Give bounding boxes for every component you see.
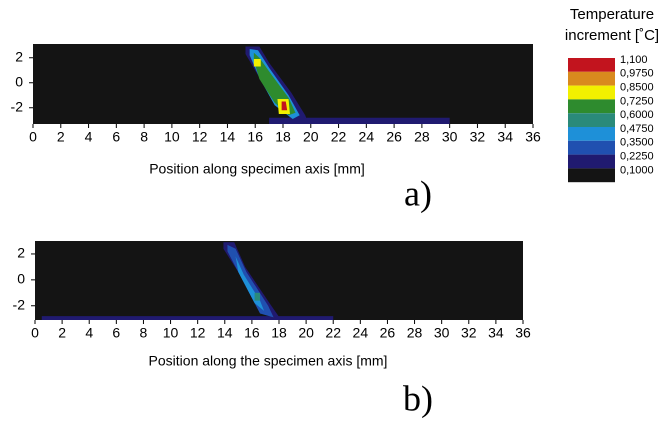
legend-swatch [568,140,615,155]
x-tick-label: 32 [461,325,477,341]
x-tick-label: 22 [331,129,347,145]
x-tick-label: 16 [247,129,263,145]
legend-swatch [568,168,615,183]
x-tick-label: 12 [192,129,208,145]
x-tick-label: 26 [386,129,402,145]
x-tick-label: 36 [515,325,531,341]
panel-label: b) [403,378,433,418]
legend-label: 0,4750 [620,123,654,135]
legend-title: Temperature [570,6,654,23]
x-tick-label: 30 [434,325,450,341]
legend-label: 1,100 [620,54,648,66]
x-tick-label: 10 [163,325,179,341]
legend-label: 0,3500 [620,137,654,149]
x-tick-label: 0 [31,325,39,341]
legend-swatch [568,99,615,114]
legend-swatch [568,58,615,72]
contour-region [253,59,261,67]
x-tick-label: 18 [271,325,287,341]
contour-region [254,292,261,301]
x-tick-label: 6 [112,325,120,341]
legend-label: 0,8500 [620,82,654,94]
contour-region [41,316,334,320]
x-tick-label: 30 [442,129,458,145]
x-tick-label: 22 [325,325,341,341]
y-tick-label: -2 [11,98,24,114]
x-tick-label: 10 [164,129,180,145]
x-tick-label: 34 [488,325,504,341]
legend-label: 0,2250 [620,151,654,163]
y-tick-label: 0 [15,73,23,89]
plot-background [35,241,523,320]
y-tick-label: 2 [17,245,25,261]
legend-label: 0,7250 [620,95,654,107]
panel-label: a) [404,173,432,213]
legend-swatch [568,127,615,141]
x-tick-label: 6 [112,129,120,145]
x-tick-label: 0 [29,129,37,145]
x-tick-label: 28 [414,129,430,145]
x-axis-label: Position along the specimen axis [mm] [149,353,388,369]
x-tick-label: 4 [85,325,93,341]
legend-swatch [568,113,615,127]
legend-title: increment [˚C] [565,27,659,44]
legend-swatch [568,71,615,86]
x-tick-label: 12 [190,325,206,341]
contour-region [281,101,288,111]
x-tick-label: 2 [58,325,66,341]
x-axis-label: Position along specimen axis [mm] [149,161,365,177]
contour-region [227,244,274,318]
legend-swatch [568,154,615,169]
y-tick-label: 2 [15,48,23,64]
legend-swatch [568,85,615,100]
y-tick-label: 0 [17,271,25,287]
x-tick-label: 14 [220,129,236,145]
x-tick-label: 2 [57,129,65,145]
y-tick-label: -2 [13,296,26,312]
x-tick-label: 20 [298,325,314,341]
x-tick-label: 26 [380,325,396,341]
x-tick-label: 24 [353,325,369,341]
x-tick-label: 32 [470,129,486,145]
x-tick-label: 36 [525,129,541,145]
x-tick-label: 8 [140,325,148,341]
contour-region [269,117,450,124]
legend-label: 0,6000 [620,109,654,121]
x-tick-label: 16 [244,325,260,341]
x-tick-label: 18 [275,129,291,145]
x-tick-label: 24 [359,129,375,145]
x-tick-label: 14 [217,325,233,341]
x-tick-label: 4 [85,129,93,145]
x-tick-label: 34 [497,129,513,145]
legend-label: 0,9750 [620,68,654,80]
contours [41,242,334,320]
contours [245,46,450,124]
x-tick-label: 20 [303,129,319,145]
x-tick-label: 28 [407,325,423,341]
x-tick-label: 8 [140,129,148,145]
legend-label: 0,1000 [620,164,654,176]
